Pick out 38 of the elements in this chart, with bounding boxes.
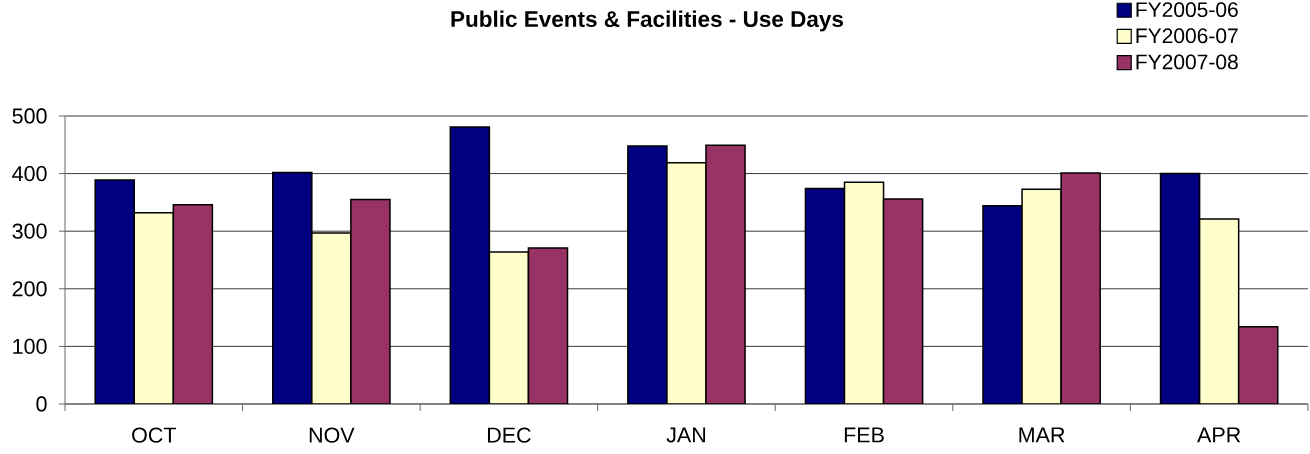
chart-title: Public Events & Facilities - Use Days [451,10,843,32]
x-tick-label: DEC [487,427,531,443]
bar [488,251,530,404]
x-tick-label: FEB [844,427,884,443]
bar [172,203,214,404]
y-tick-label: 100 [13,338,47,354]
bar [882,198,924,404]
bar [311,232,352,404]
legend-label: FY2006-07 [1136,28,1238,44]
bar [272,171,313,404]
y-tick-label: 400 [12,165,47,182]
bar [843,181,885,404]
bar [1021,188,1062,404]
bar [350,198,391,404]
bar [133,212,175,404]
bar [705,144,746,404]
bar [94,179,136,404]
x-tick-label: JAN [666,427,706,443]
legend-label: FY2007-08 [1136,54,1238,70]
bar [982,205,1023,404]
bar [1198,218,1240,404]
bar [1159,172,1201,404]
bar [1060,172,1101,404]
legend-label: FY2005-06 [1136,2,1238,18]
y-tick-label: 300 [12,223,47,239]
bar [666,161,707,404]
bar [527,247,569,404]
x-tick-label: OCT [132,427,176,443]
y-tick-label: 500 [12,108,47,124]
x-tick-label: APR [1197,427,1241,443]
y-tick-label: 0 [36,396,47,412]
x-tick-label: MAR [1019,427,1065,443]
y-tick-label: 200 [12,281,47,297]
bar [1237,326,1279,404]
bar [627,145,668,404]
bar [804,187,846,404]
bar [449,126,491,404]
x-tick-label: NOV [309,427,355,443]
